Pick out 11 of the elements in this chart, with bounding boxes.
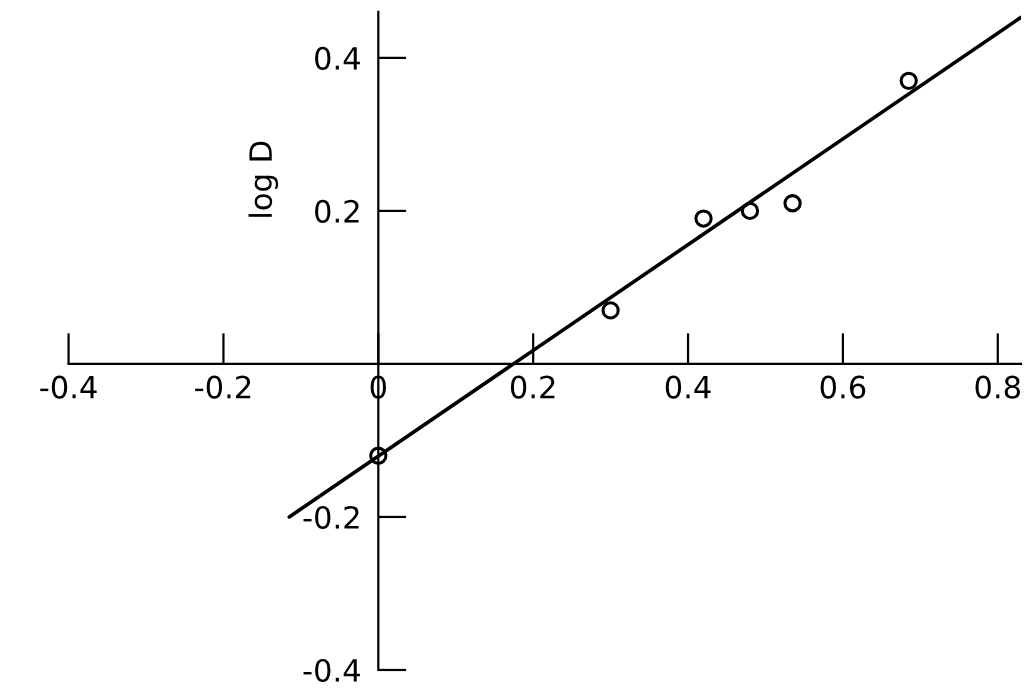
x-tick-label: 0.6 xyxy=(820,375,866,399)
y-tick-label: -0.2 xyxy=(303,505,359,529)
x-tick-label: -0.4 xyxy=(40,375,97,399)
x-tick-label: 0.2 xyxy=(510,375,555,399)
y-tick-label: 0.2 xyxy=(315,199,359,223)
y-axis-title: log D xyxy=(248,141,279,217)
y-tick-label: -0.4 xyxy=(303,658,360,683)
x-tick-label: 0.4 xyxy=(665,375,711,399)
y-tick-label: 0.4 xyxy=(315,46,360,70)
x-tick-label: -0.2 xyxy=(195,375,251,399)
x-tick-label: 0.8 xyxy=(975,375,1020,399)
